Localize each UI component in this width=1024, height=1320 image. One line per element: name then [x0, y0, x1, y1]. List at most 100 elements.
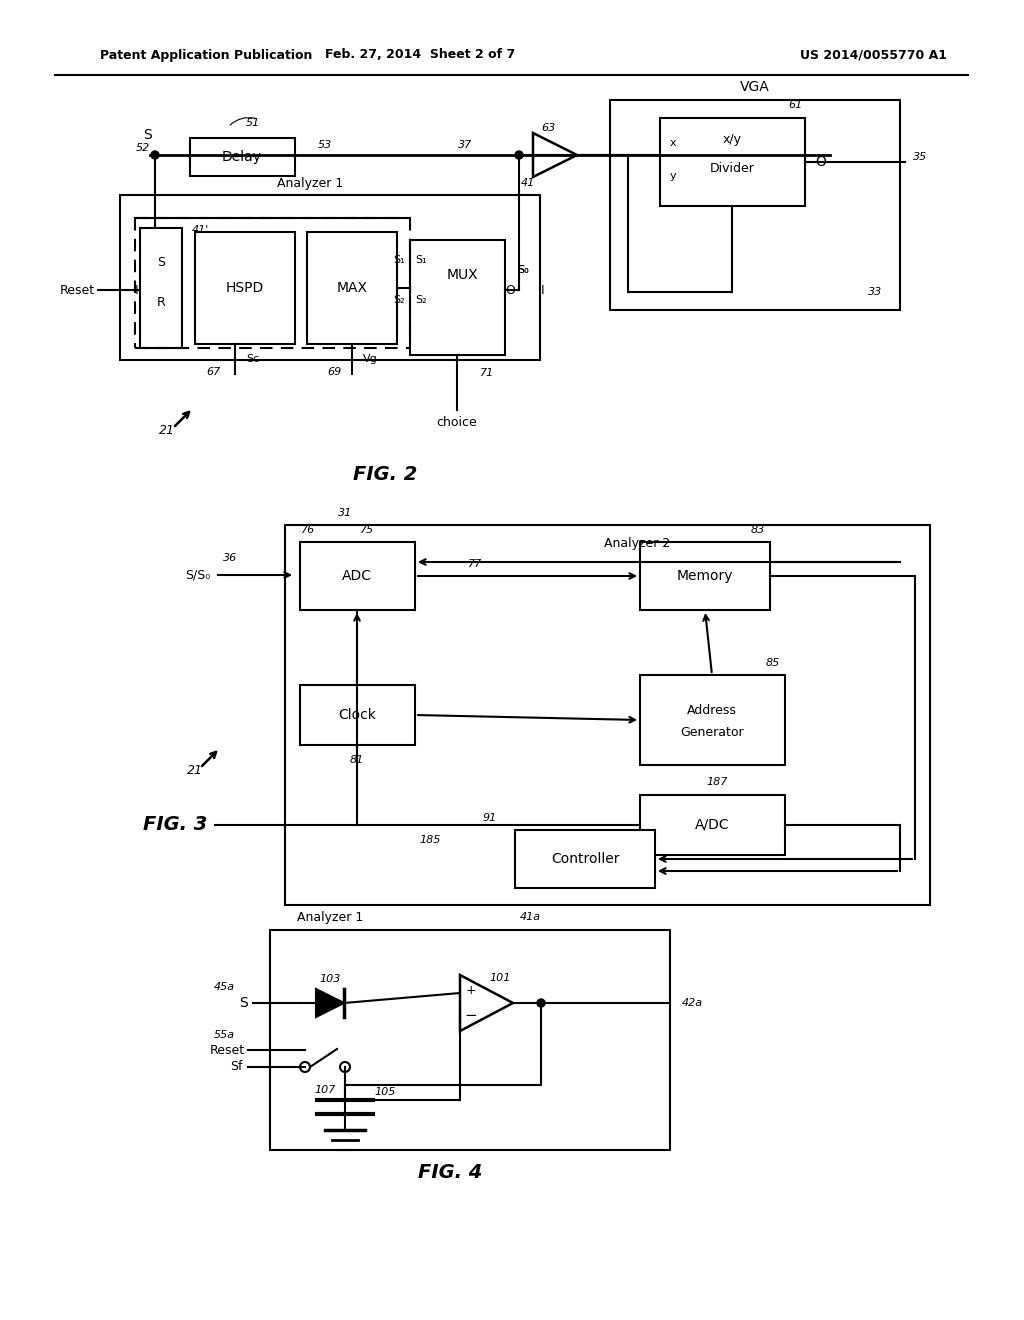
- Text: 105: 105: [375, 1086, 395, 1097]
- FancyBboxPatch shape: [410, 240, 505, 355]
- FancyBboxPatch shape: [140, 228, 182, 348]
- Text: 35: 35: [912, 152, 927, 162]
- Text: Analyzer 1: Analyzer 1: [297, 911, 364, 924]
- Circle shape: [537, 999, 545, 1007]
- Text: S/S₀: S/S₀: [185, 569, 210, 582]
- Text: 41: 41: [521, 178, 536, 187]
- FancyBboxPatch shape: [270, 931, 670, 1150]
- Text: 21: 21: [159, 424, 175, 437]
- FancyBboxPatch shape: [190, 139, 295, 176]
- Text: 21: 21: [187, 763, 203, 776]
- Text: 85: 85: [766, 657, 780, 668]
- Text: I: I: [135, 284, 139, 297]
- Text: S: S: [143, 128, 153, 143]
- Text: HSPD: HSPD: [226, 281, 264, 294]
- Text: +: +: [466, 985, 476, 998]
- Text: Clock: Clock: [338, 708, 376, 722]
- FancyBboxPatch shape: [300, 543, 415, 610]
- Text: VGA: VGA: [740, 81, 770, 94]
- FancyBboxPatch shape: [120, 195, 540, 360]
- Text: FIG. 4: FIG. 4: [418, 1163, 482, 1183]
- Text: 69: 69: [327, 367, 341, 378]
- Text: Delay: Delay: [222, 150, 262, 164]
- Text: US 2014/0055770 A1: US 2014/0055770 A1: [800, 49, 947, 62]
- Text: Feb. 27, 2014  Sheet 2 of 7: Feb. 27, 2014 Sheet 2 of 7: [325, 49, 515, 62]
- Text: x: x: [670, 139, 677, 148]
- Text: Analyzer 2: Analyzer 2: [604, 536, 670, 549]
- FancyBboxPatch shape: [515, 830, 655, 888]
- Text: 75: 75: [359, 525, 374, 535]
- Text: 41a: 41a: [519, 912, 541, 921]
- Text: 103: 103: [319, 974, 341, 983]
- Text: 41': 41': [191, 224, 209, 235]
- Text: Patent Application Publication: Patent Application Publication: [100, 49, 312, 62]
- Text: 83: 83: [751, 525, 765, 535]
- Text: y: y: [670, 172, 677, 181]
- Text: S: S: [240, 997, 248, 1010]
- Text: Analyzer 1: Analyzer 1: [276, 177, 343, 190]
- Text: S₂: S₂: [393, 294, 406, 305]
- Circle shape: [151, 150, 159, 158]
- Text: R: R: [157, 297, 165, 309]
- Text: 71: 71: [480, 368, 495, 378]
- FancyBboxPatch shape: [610, 100, 900, 310]
- Text: 91: 91: [483, 813, 497, 822]
- Text: S₀: S₀: [517, 265, 528, 275]
- Text: MAX: MAX: [337, 281, 368, 294]
- Text: 81: 81: [350, 755, 365, 766]
- Text: FIG. 2: FIG. 2: [353, 466, 417, 484]
- FancyBboxPatch shape: [640, 795, 785, 855]
- Text: 42a: 42a: [681, 998, 702, 1008]
- Text: O: O: [815, 154, 826, 169]
- Text: 33: 33: [868, 286, 882, 297]
- FancyBboxPatch shape: [195, 232, 295, 345]
- Text: 51: 51: [246, 117, 260, 128]
- Text: Generator: Generator: [680, 726, 743, 739]
- Text: Vg: Vg: [362, 354, 378, 364]
- Text: S₁: S₁: [415, 255, 427, 265]
- Text: Sf: Sf: [230, 1060, 243, 1073]
- Circle shape: [515, 150, 523, 158]
- Text: 101: 101: [489, 973, 511, 983]
- Text: 185: 185: [419, 836, 440, 845]
- Text: Address: Address: [687, 704, 737, 717]
- FancyBboxPatch shape: [307, 232, 397, 345]
- Text: Divider: Divider: [710, 161, 755, 174]
- FancyBboxPatch shape: [285, 525, 930, 906]
- Text: Controller: Controller: [551, 851, 620, 866]
- FancyBboxPatch shape: [640, 675, 785, 766]
- Text: 55a: 55a: [214, 1030, 234, 1040]
- Text: 77: 77: [468, 558, 482, 569]
- Text: FIG. 3: FIG. 3: [142, 816, 207, 834]
- Text: S₀: S₀: [517, 265, 528, 275]
- Text: 37: 37: [458, 140, 472, 150]
- Text: 187: 187: [707, 777, 728, 787]
- Text: 107: 107: [314, 1085, 336, 1096]
- Text: I: I: [542, 284, 545, 297]
- Text: S: S: [157, 256, 165, 269]
- Text: 67: 67: [206, 367, 220, 378]
- Text: −: −: [465, 1007, 477, 1023]
- Text: 53: 53: [317, 140, 332, 150]
- Text: S₁: S₁: [393, 255, 406, 265]
- Text: O: O: [505, 284, 515, 297]
- Text: Reset: Reset: [59, 284, 95, 297]
- FancyBboxPatch shape: [300, 685, 415, 744]
- Text: 52: 52: [136, 143, 151, 153]
- Text: S₂: S₂: [415, 294, 427, 305]
- Text: Sc: Sc: [247, 354, 260, 364]
- FancyBboxPatch shape: [640, 543, 770, 610]
- Text: choice: choice: [436, 417, 477, 429]
- Text: MUX: MUX: [446, 268, 478, 282]
- Text: 63: 63: [541, 123, 555, 133]
- Text: 31: 31: [338, 508, 352, 517]
- Text: x/y: x/y: [723, 133, 741, 147]
- FancyBboxPatch shape: [660, 117, 805, 206]
- Text: 61: 61: [787, 100, 802, 110]
- Text: 76: 76: [301, 525, 315, 535]
- Text: 45a: 45a: [214, 982, 234, 993]
- Text: Memory: Memory: [677, 569, 733, 583]
- Text: ADC: ADC: [342, 569, 372, 583]
- Polygon shape: [316, 989, 344, 1016]
- Text: 36: 36: [223, 553, 238, 564]
